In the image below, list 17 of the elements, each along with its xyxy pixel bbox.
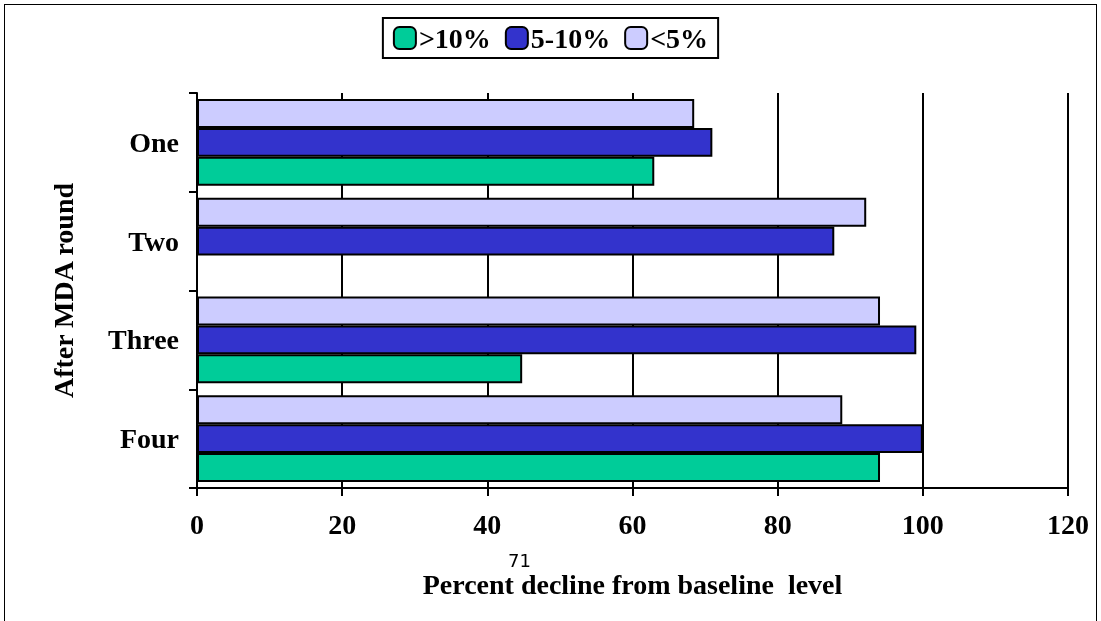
legend-label: <5% xyxy=(650,22,709,54)
x-tick-label: 60 xyxy=(618,508,647,540)
y-axis-title: After MDA round xyxy=(47,182,79,399)
x-tick-label: 80 xyxy=(763,508,792,540)
legend-label: >10% xyxy=(418,22,491,54)
y-tick-label: One xyxy=(129,126,179,158)
x-tick-label: 40 xyxy=(473,508,502,540)
x-tick-label: 120 xyxy=(1047,508,1089,540)
legend-label: 5-10% xyxy=(530,22,611,54)
y-tick-label: Two xyxy=(128,225,179,257)
text: 71 xyxy=(508,550,531,571)
x-tick-label: 0 xyxy=(190,508,204,540)
y-tick-label: Four xyxy=(119,423,179,455)
x-tick-label: 20 xyxy=(328,508,357,540)
y-tick-label: Three xyxy=(107,324,179,356)
x-tick-label: 100 xyxy=(901,508,944,540)
x-axis-title: Percent decline from baseline level xyxy=(422,568,843,600)
